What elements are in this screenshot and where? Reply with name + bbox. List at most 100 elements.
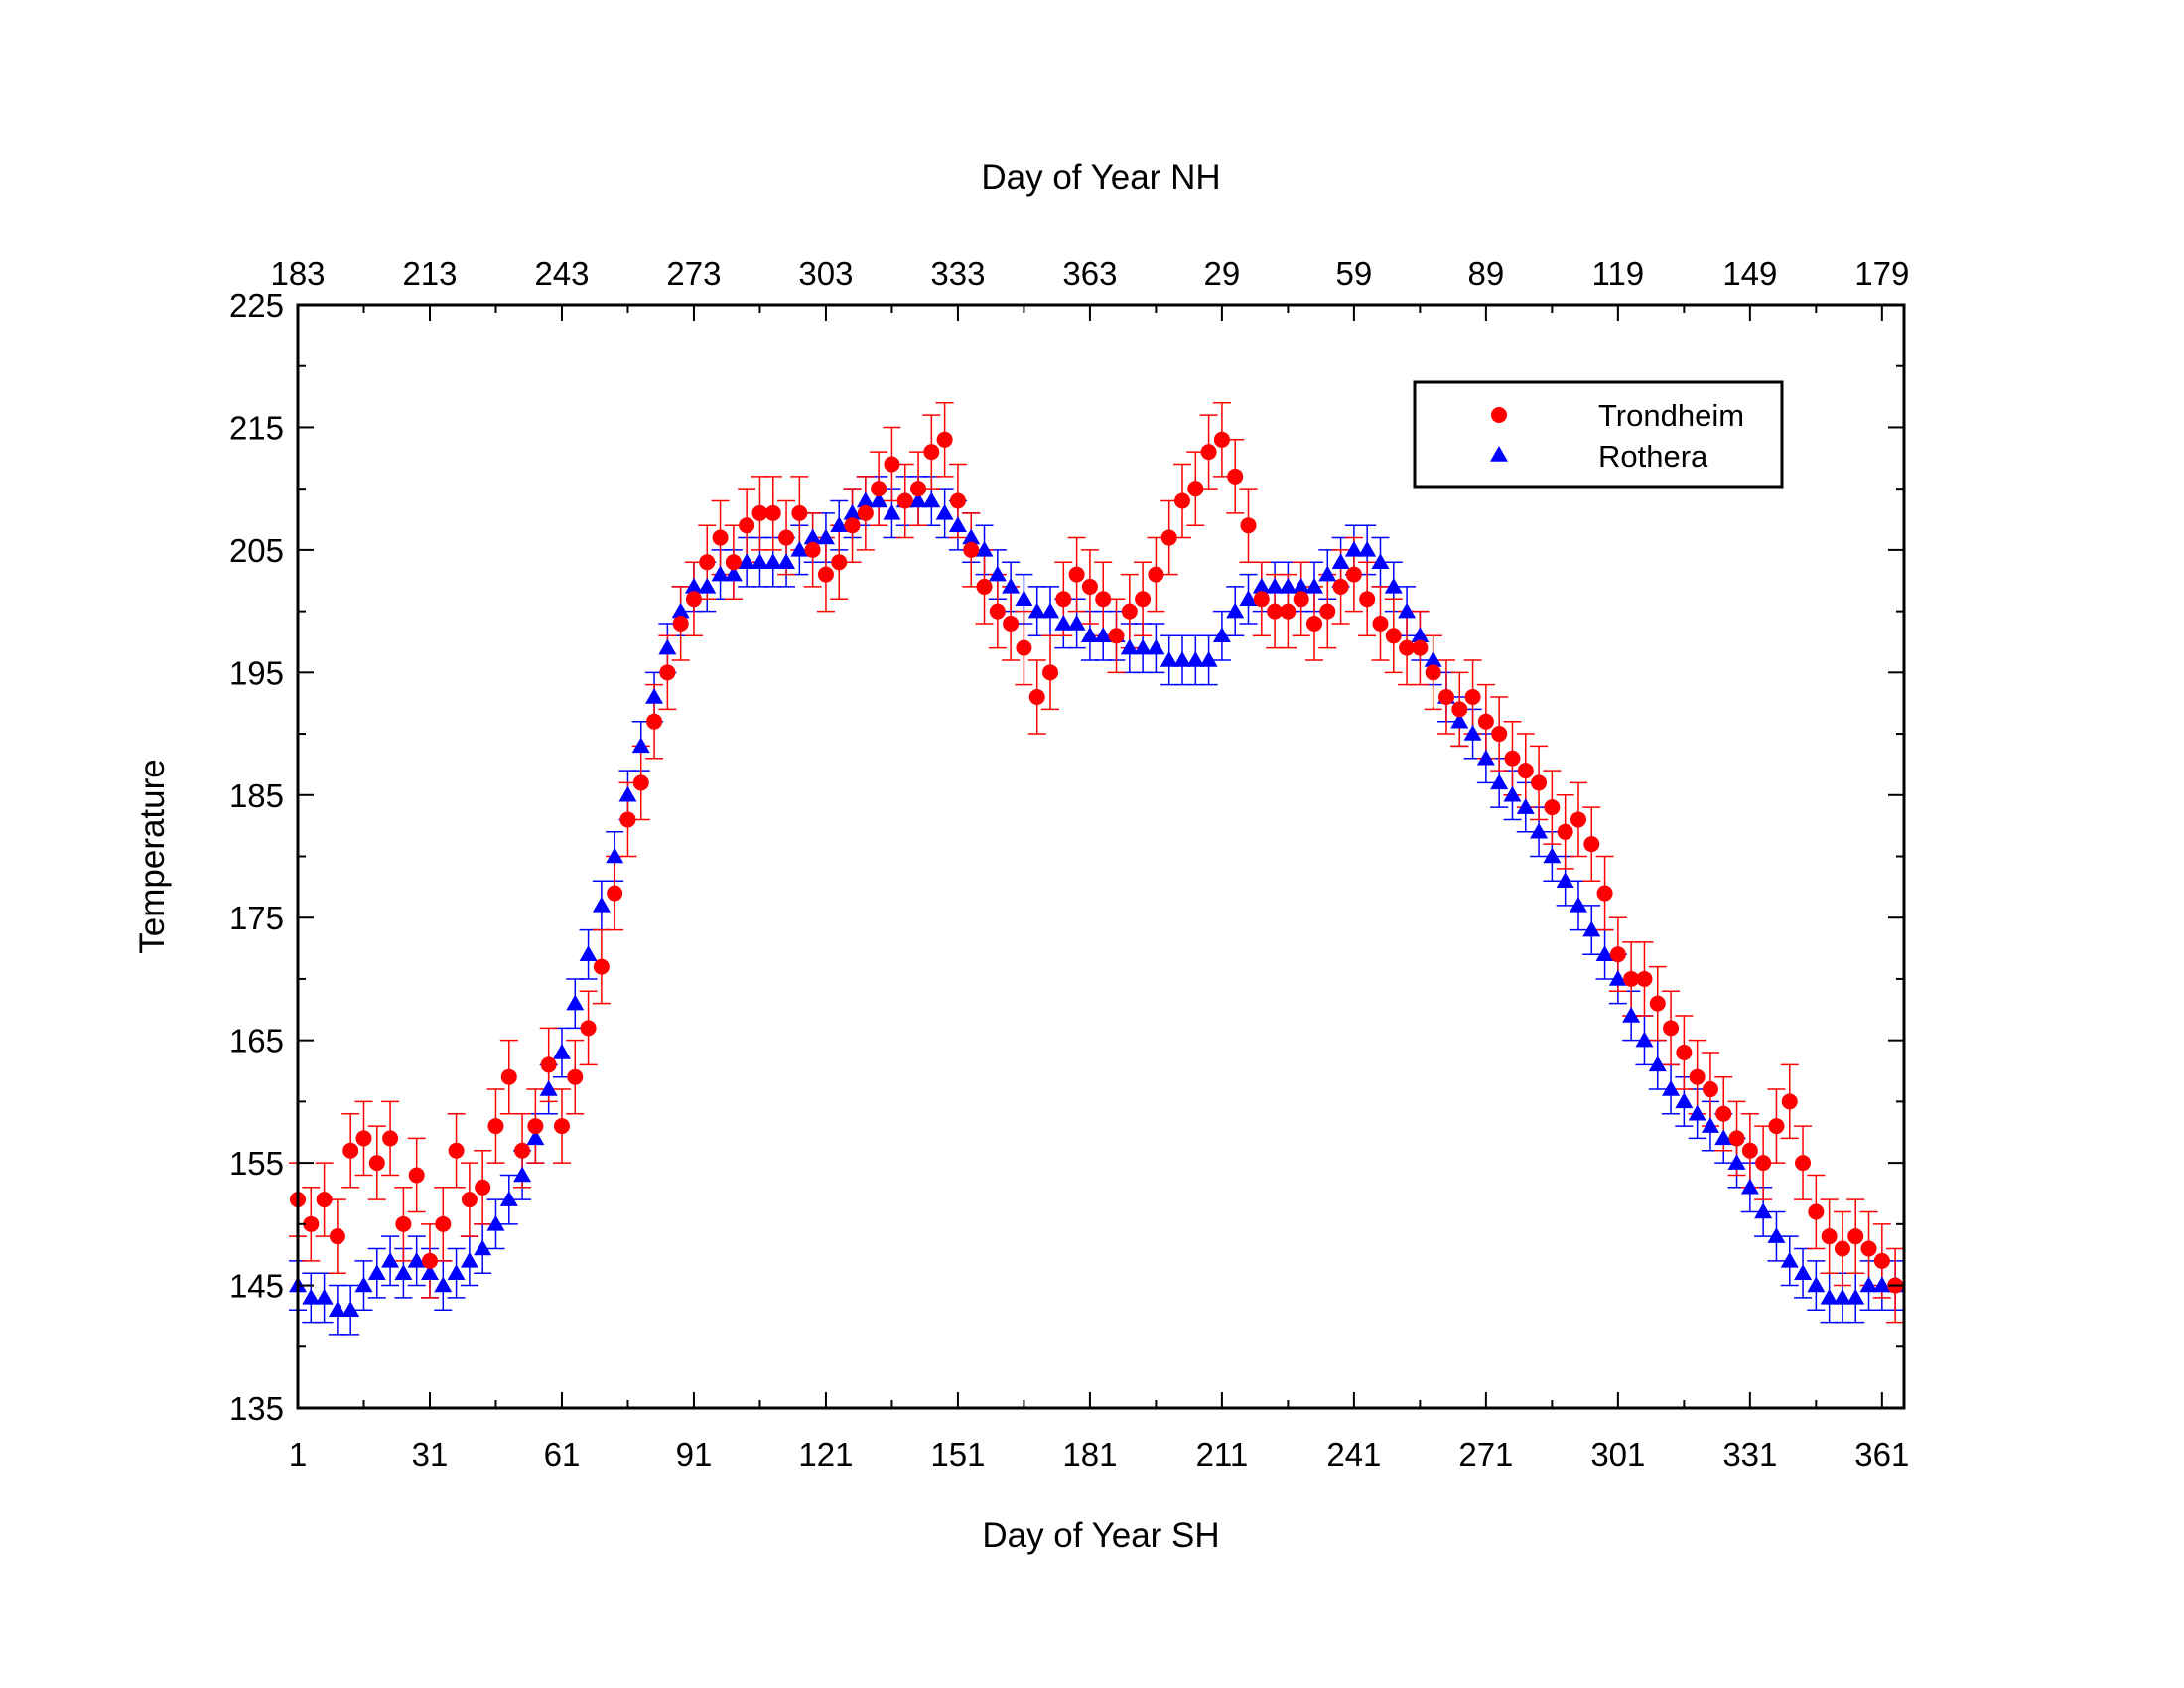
data-point [328, 1301, 346, 1317]
data-point [1689, 1068, 1706, 1085]
x-tick-label: 61 [544, 1436, 581, 1473]
legend-marker-rothera [1490, 446, 1508, 462]
data-point [1424, 650, 1442, 667]
data-point [1543, 847, 1562, 864]
data-point [1027, 602, 1046, 619]
data-point [1859, 1276, 1878, 1293]
data-point [738, 553, 756, 569]
data-point [1187, 481, 1204, 497]
x-tick-label: 211 [1196, 1436, 1249, 1473]
data-point [486, 1214, 505, 1231]
data-point [1531, 774, 1548, 791]
data-point [1609, 946, 1626, 963]
x-tick-label: 181 [1062, 1436, 1117, 1473]
data-point [1121, 603, 1138, 620]
data-point [1186, 650, 1205, 667]
data-point [1715, 1105, 1732, 1122]
data-point [684, 577, 703, 594]
top-x-tick-label: 213 [402, 255, 457, 292]
data-point [1028, 689, 1045, 706]
data-point [1054, 614, 1073, 631]
data-point [1556, 872, 1574, 888]
data-point [1569, 896, 1587, 913]
y-tick-label: 155 [229, 1145, 284, 1182]
data-point [1450, 712, 1469, 729]
data-point [1544, 799, 1561, 816]
data-point [830, 516, 849, 532]
data-point [699, 554, 716, 571]
data-point [1398, 602, 1417, 619]
data-point [1675, 1092, 1694, 1109]
data-point [1253, 591, 1270, 608]
y-tick-label: 205 [229, 532, 284, 569]
y-tick-label: 215 [229, 409, 284, 446]
data-point [803, 528, 822, 545]
data-point [1728, 1130, 1745, 1147]
data-point [1081, 578, 1098, 595]
data-point [1372, 615, 1389, 632]
data-point [1781, 1093, 1798, 1110]
data-point [1160, 650, 1178, 667]
data-point [1108, 628, 1125, 644]
data-point [448, 1142, 465, 1159]
x-tick-label: 151 [930, 1436, 985, 1473]
data-point [883, 503, 901, 520]
data-point [1451, 701, 1468, 718]
data-point [1002, 577, 1021, 594]
data-point [989, 603, 1006, 620]
data-point [302, 1288, 321, 1305]
data-point [580, 1020, 597, 1037]
data-point [579, 945, 598, 962]
data-point [527, 1118, 544, 1135]
data-point [552, 1044, 571, 1059]
data-point [1425, 664, 1441, 681]
data-point [420, 1264, 439, 1280]
data-point [1359, 591, 1376, 608]
data-point [1147, 638, 1165, 655]
x-tick-label: 271 [1458, 1436, 1513, 1473]
data-point [1808, 1203, 1825, 1220]
data-point [475, 1179, 491, 1196]
data-point [1872, 1276, 1891, 1293]
data-point [1174, 492, 1191, 509]
data-point [857, 504, 874, 521]
data-point [1304, 577, 1323, 594]
y-tick-label: 135 [229, 1390, 284, 1427]
data-point [1727, 1154, 1746, 1170]
data-point [631, 737, 650, 754]
data-point [1015, 590, 1033, 607]
data-point [1464, 689, 1481, 706]
data-point [540, 1056, 557, 1073]
top-x-tick-label: 273 [666, 255, 721, 292]
data-point [526, 1129, 545, 1146]
data-point [871, 481, 887, 497]
data-point [1477, 713, 1494, 730]
data-point [646, 713, 663, 730]
data-point [910, 481, 927, 497]
data-point [381, 1251, 400, 1268]
data-point [1767, 1227, 1786, 1243]
data-point [948, 516, 967, 532]
axis-ticks: 1 183 31 213 61 243 91 273 121 303 151 333 181 363 211… [229, 255, 1909, 1473]
data-point [1663, 1020, 1680, 1037]
data-point [567, 1068, 584, 1085]
data-point [316, 1192, 333, 1208]
data-point [342, 1142, 359, 1159]
data-point [1134, 638, 1153, 655]
data-point [778, 529, 795, 546]
data-point [1332, 578, 1349, 595]
data-point [1662, 1080, 1681, 1096]
data-point [619, 811, 636, 828]
data-point [1095, 591, 1112, 608]
data-point [1252, 577, 1271, 594]
data-point [368, 1155, 385, 1172]
data-point [923, 444, 940, 461]
data-point [1754, 1202, 1773, 1219]
data-point [1345, 566, 1362, 583]
data-point [500, 1068, 517, 1085]
data-point [607, 885, 623, 902]
legend-marker-trondheim [1491, 407, 1507, 423]
data-point [1212, 627, 1231, 643]
data-point [1385, 628, 1402, 644]
data-point [724, 565, 743, 582]
